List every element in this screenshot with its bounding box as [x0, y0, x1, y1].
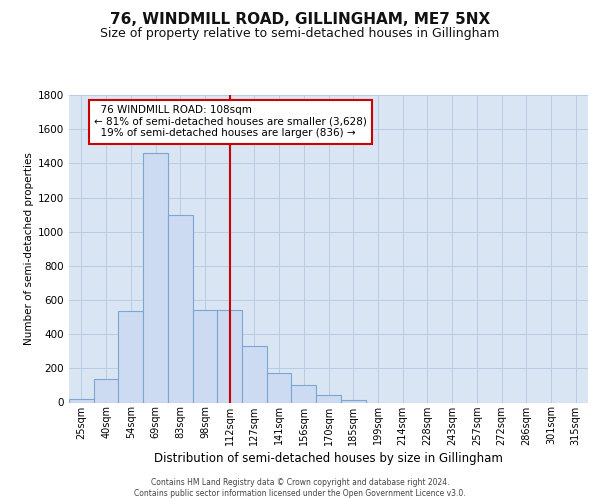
Bar — [316, 395, 341, 402]
Y-axis label: Number of semi-detached properties: Number of semi-detached properties — [24, 152, 34, 345]
X-axis label: Distribution of semi-detached houses by size in Gillingham: Distribution of semi-detached houses by … — [154, 452, 503, 464]
Text: 76, WINDMILL ROAD, GILLINGHAM, ME7 5NX: 76, WINDMILL ROAD, GILLINGHAM, ME7 5NX — [110, 12, 490, 28]
Bar — [193, 310, 217, 402]
Bar — [242, 346, 267, 403]
Bar — [118, 311, 143, 402]
Bar — [143, 153, 168, 402]
Bar — [69, 399, 94, 402]
Bar — [168, 214, 193, 402]
Text: Size of property relative to semi-detached houses in Gillingham: Size of property relative to semi-detach… — [100, 28, 500, 40]
Text: Contains HM Land Registry data © Crown copyright and database right 2024.
Contai: Contains HM Land Registry data © Crown c… — [134, 478, 466, 498]
Bar — [217, 310, 242, 402]
Bar — [267, 372, 292, 402]
Bar — [341, 400, 365, 402]
Bar — [94, 378, 118, 402]
Bar — [292, 384, 316, 402]
Text: 76 WINDMILL ROAD: 108sqm
← 81% of semi-detached houses are smaller (3,628)
  19%: 76 WINDMILL ROAD: 108sqm ← 81% of semi-d… — [94, 106, 367, 138]
